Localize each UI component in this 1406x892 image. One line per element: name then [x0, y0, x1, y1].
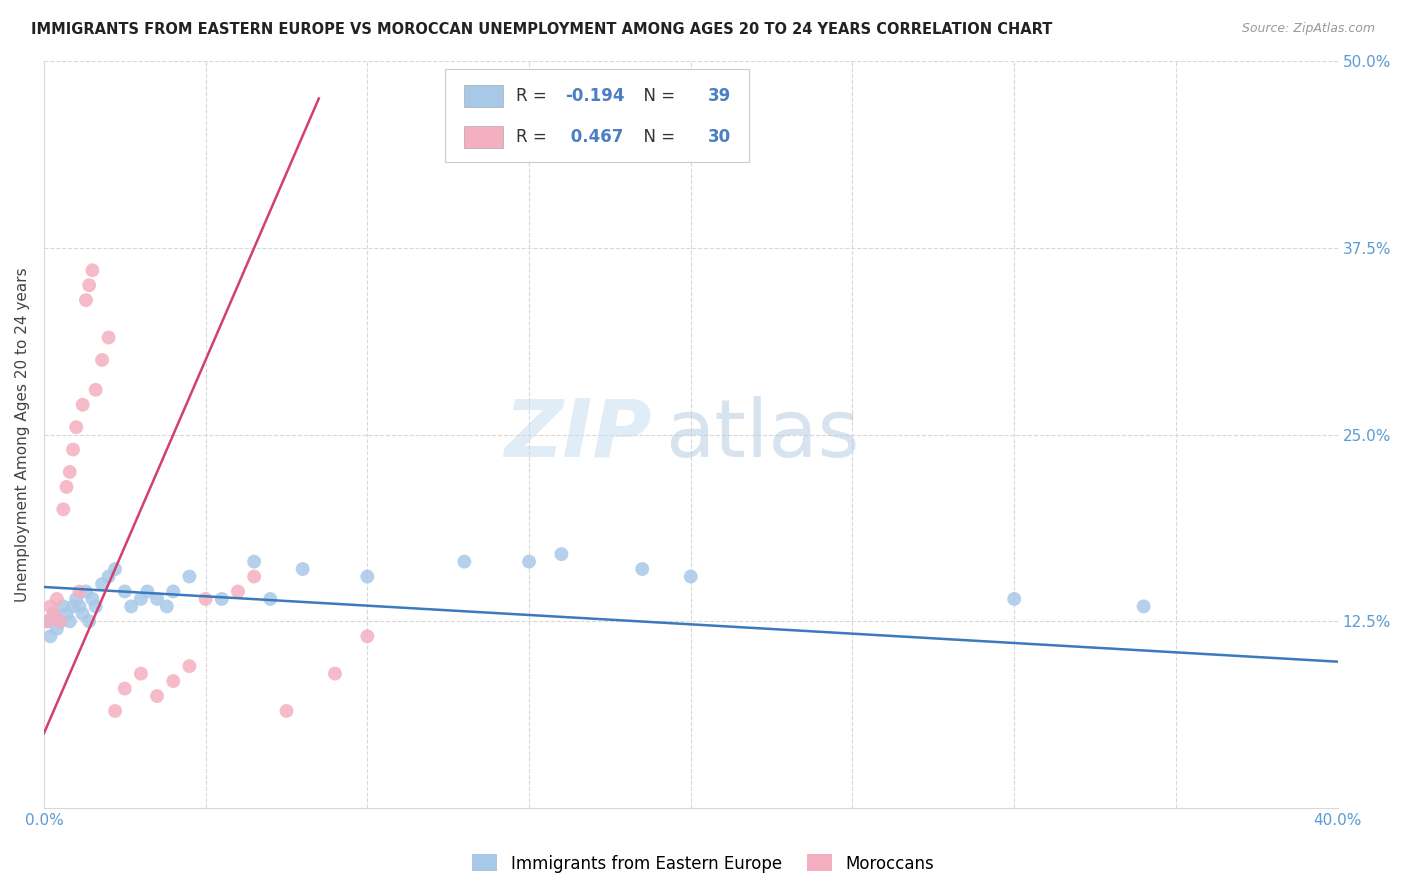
Point — [49, 615, 72, 629]
Point — [84, 383, 107, 397]
Legend: Immigrants from Eastern Europe, Moroccans: Immigrants from Eastern Europe, Moroccan… — [465, 847, 941, 880]
Point — [75, 584, 97, 599]
Point — [179, 659, 201, 673]
Y-axis label: Unemployment Among Ages 20 to 24 years: Unemployment Among Ages 20 to 24 years — [15, 268, 30, 602]
FancyBboxPatch shape — [444, 69, 749, 162]
Point — [62, 442, 84, 457]
Point — [77, 278, 100, 293]
Text: 0.467: 0.467 — [565, 128, 624, 145]
Point — [62, 599, 84, 614]
Point — [356, 569, 378, 583]
Point — [65, 420, 87, 434]
Point — [162, 584, 184, 599]
Point — [194, 591, 217, 606]
Point — [129, 591, 152, 606]
FancyBboxPatch shape — [464, 85, 503, 107]
Point — [259, 591, 281, 606]
Text: 39: 39 — [707, 87, 731, 105]
Point — [179, 569, 201, 583]
Text: 30: 30 — [707, 128, 731, 145]
Point — [72, 398, 94, 412]
Point — [59, 615, 82, 629]
Point — [65, 591, 87, 606]
Point — [59, 465, 82, 479]
Point — [162, 674, 184, 689]
Point — [55, 480, 77, 494]
Point — [226, 584, 249, 599]
Point — [91, 577, 114, 591]
Point — [75, 293, 97, 308]
Point — [136, 584, 159, 599]
Text: atlas: atlas — [665, 396, 859, 474]
Point — [679, 569, 702, 583]
Point — [211, 591, 233, 606]
Text: R =: R = — [516, 87, 553, 105]
Point — [77, 615, 100, 629]
Point — [276, 704, 298, 718]
Point — [69, 584, 91, 599]
Point — [97, 569, 120, 583]
Point — [84, 599, 107, 614]
Point — [104, 704, 127, 718]
Text: R =: R = — [516, 128, 553, 145]
Point — [69, 599, 91, 614]
Point — [356, 629, 378, 643]
Point — [91, 352, 114, 367]
Point — [72, 607, 94, 621]
Point — [453, 555, 475, 569]
Point — [97, 330, 120, 344]
FancyBboxPatch shape — [464, 126, 503, 148]
Text: N =: N = — [633, 87, 681, 105]
Point — [82, 263, 104, 277]
Point — [291, 562, 314, 576]
Point — [45, 622, 67, 636]
Point — [1132, 599, 1154, 614]
Text: N =: N = — [633, 128, 681, 145]
Text: ZIP: ZIP — [505, 396, 652, 474]
Point — [120, 599, 142, 614]
Point — [104, 562, 127, 576]
Point — [42, 607, 65, 621]
Point — [37, 615, 59, 629]
Point — [631, 562, 654, 576]
Point — [243, 555, 266, 569]
Point — [114, 681, 136, 696]
Point — [146, 591, 169, 606]
Point — [45, 591, 67, 606]
Point — [114, 584, 136, 599]
Point — [550, 547, 572, 561]
Point — [156, 599, 179, 614]
Point — [49, 615, 72, 629]
Point — [243, 569, 266, 583]
Point — [42, 607, 65, 621]
Point — [39, 599, 62, 614]
Point — [39, 629, 62, 643]
Point — [55, 607, 77, 621]
Text: IMMIGRANTS FROM EASTERN EUROPE VS MOROCCAN UNEMPLOYMENT AMONG AGES 20 TO 24 YEAR: IMMIGRANTS FROM EASTERN EUROPE VS MOROCC… — [31, 22, 1052, 37]
Point — [146, 689, 169, 703]
Point — [37, 615, 59, 629]
Point — [323, 666, 346, 681]
Point — [517, 555, 540, 569]
Text: Source: ZipAtlas.com: Source: ZipAtlas.com — [1241, 22, 1375, 36]
Point — [129, 666, 152, 681]
Point — [82, 591, 104, 606]
Text: -0.194: -0.194 — [565, 87, 624, 105]
Point — [52, 502, 75, 516]
Point — [1002, 591, 1025, 606]
Point — [52, 599, 75, 614]
